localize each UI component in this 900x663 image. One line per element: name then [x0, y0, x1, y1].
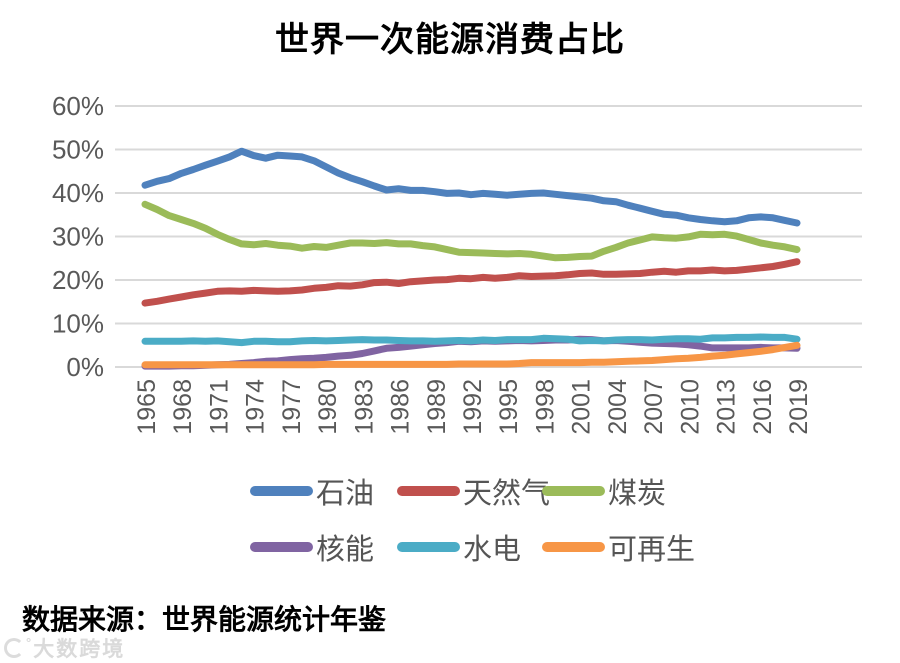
x-tick-label: 1980: [314, 379, 342, 435]
legend-marker-icon: [250, 542, 313, 552]
y-tick-label: 60%: [52, 91, 104, 121]
watermark: ° 大数跨境: [4, 633, 125, 663]
x-tick-label: 2019: [785, 379, 813, 435]
legend-item-核能: 核能: [250, 530, 374, 566]
y-tick-label: 0%: [66, 352, 104, 382]
x-tick-label: 1989: [423, 379, 451, 435]
watermark-degree-mark: °: [26, 634, 32, 650]
legend-item-石油: 石油: [250, 474, 374, 510]
legend-item-可再生: 可再生: [542, 530, 695, 566]
legend-label: 可再生: [608, 534, 696, 566]
x-tick-label: 1974: [242, 379, 270, 435]
legend-label: 核能: [316, 534, 375, 566]
legend-label: 石油: [316, 478, 375, 510]
y-tick-label: 50%: [52, 135, 104, 165]
y-tick-label: 20%: [52, 265, 104, 295]
x-tick-label: 2007: [640, 379, 668, 435]
x-tick-label: 1977: [278, 379, 306, 435]
legend-label: 天然气: [463, 478, 551, 510]
x-tick-label: 1971: [205, 379, 233, 435]
legend-label: 煤炭: [608, 478, 667, 510]
legend-marker-icon: [542, 486, 605, 496]
legend-item-水电: 水电: [397, 530, 521, 566]
x-tick-label: 1998: [531, 379, 559, 435]
x-tick-label: 1986: [387, 379, 415, 435]
energy-share-line-chart: 0% 10% 20% 30% 40% 50% 60% 1965 1968 1971 1974 1977…: [52, 91, 862, 435]
watermark-text: 大数跨境: [33, 638, 126, 661]
x-tick-label: 2004: [604, 379, 632, 435]
series-line-煤炭: [141, 200, 801, 262]
legend-row-1: 石油 天然气 煤炭: [0, 474, 900, 510]
source-note: 数据来源：世界能源统计年鉴: [22, 604, 387, 635]
x-tick-label: 2001: [568, 379, 596, 435]
x-tick-label: 2013: [713, 379, 741, 435]
legend-marker-icon: [542, 542, 605, 552]
x-tick-label: 1965: [133, 379, 161, 435]
x-tick-label: 1968: [169, 379, 197, 435]
legend-marker-icon: [397, 542, 460, 552]
y-tick-label: 10%: [52, 309, 104, 339]
x-tick-label: 1995: [495, 379, 523, 435]
series-line-石油: [141, 147, 801, 227]
legend-item-煤炭: 煤炭: [542, 474, 666, 510]
chart-title: 世界一次能源消费占比: [275, 21, 625, 59]
y-tick-label: 40%: [52, 178, 104, 208]
x-tick-label: 2016: [749, 379, 777, 435]
legend-marker-icon: [397, 486, 460, 496]
series-line-可再生: [141, 341, 801, 369]
series-line-水电: [141, 333, 801, 347]
x-tick-label: 1992: [459, 379, 487, 435]
x-tick-label: 1983: [350, 379, 378, 435]
x-tick-label: 2010: [676, 379, 704, 435]
series-line-天然气: [141, 258, 801, 307]
watermark-logo-icon: [4, 638, 24, 658]
legend-label: 水电: [463, 534, 522, 566]
legend-row-2: 核能 水电 可再生: [0, 530, 900, 566]
legend-item-天然气: 天然气: [397, 474, 550, 510]
legend-marker-icon: [250, 486, 313, 496]
y-tick-label: 30%: [52, 222, 104, 252]
